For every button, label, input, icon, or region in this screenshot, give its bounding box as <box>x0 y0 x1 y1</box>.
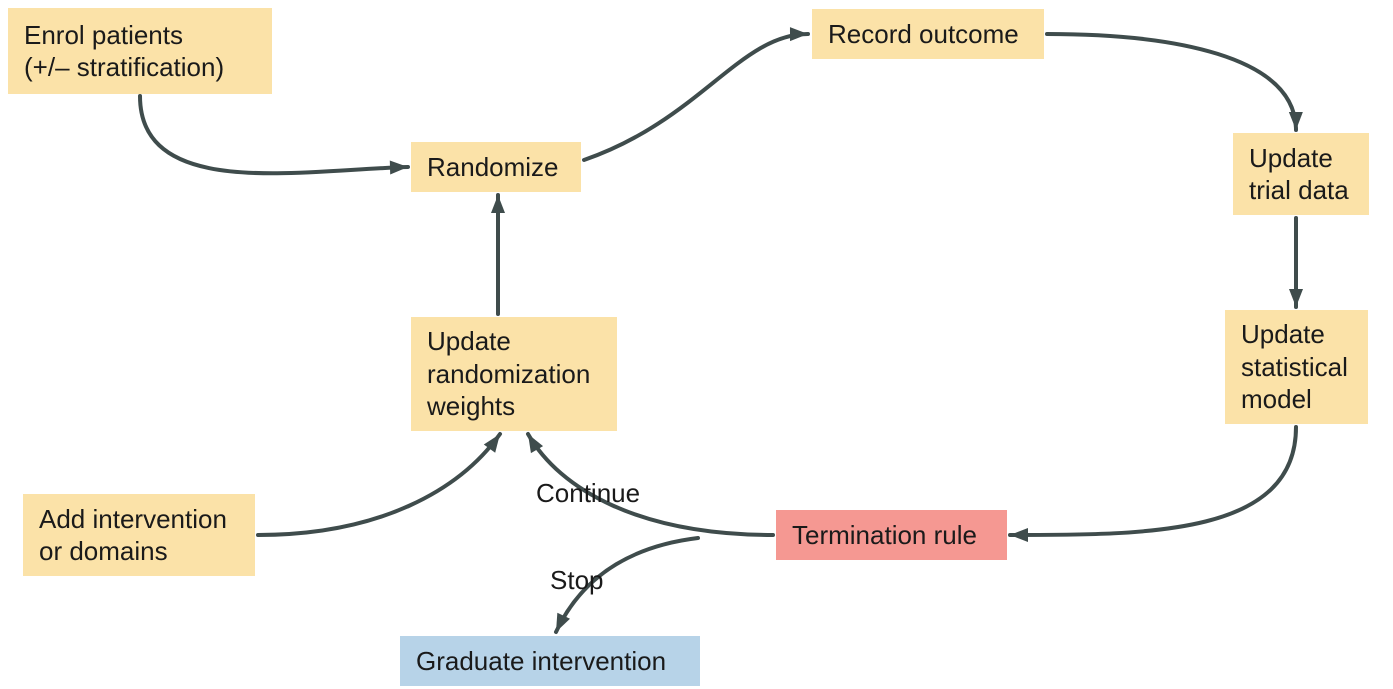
arrowhead-enrol_to_randomize <box>390 161 408 175</box>
node-termination-rule: Termination rule <box>776 510 1007 560</box>
arrowhead-termination_to_continue <box>528 434 543 453</box>
arrowhead-add_to_weights <box>484 434 500 453</box>
node-add-intervention: Add intervention or domains <box>23 494 255 576</box>
node-update-trial-data: Update trial data <box>1233 133 1369 215</box>
arrowhead-update_trial_to_stat <box>1289 289 1303 307</box>
arrowhead-termination_to_stop <box>556 613 570 632</box>
edge-stat_to_termination <box>1010 427 1296 535</box>
arrowhead-weights_to_randomize <box>491 195 505 213</box>
flowchart-stage: Enrol patients (+/– stratification) Rand… <box>0 0 1393 689</box>
edge-add_to_weights <box>258 434 500 535</box>
arrowhead-record_to_update_trial <box>1289 112 1303 130</box>
node-graduate-intervention: Graduate intervention <box>400 636 700 686</box>
node-update-randomization-weights: Update randomization weights <box>411 317 617 431</box>
edge-randomize_to_record <box>584 34 808 160</box>
node-record-outcome: Record outcome <box>812 9 1044 59</box>
node-enrol: Enrol patients (+/– stratification) <box>8 8 272 94</box>
edge-record_to_update_trial <box>1047 34 1296 130</box>
arrowhead-randomize_to_record <box>790 27 808 41</box>
edge-label-stop: Stop <box>550 565 604 596</box>
edge-label-continue: Continue <box>536 478 640 509</box>
edges-layer <box>0 0 1393 689</box>
node-randomize: Randomize <box>411 142 581 192</box>
node-update-statistical-model: Update statistical model <box>1225 310 1368 424</box>
edge-enrol_to_randomize <box>140 96 408 173</box>
arrowhead-stat_to_termination <box>1010 528 1028 542</box>
